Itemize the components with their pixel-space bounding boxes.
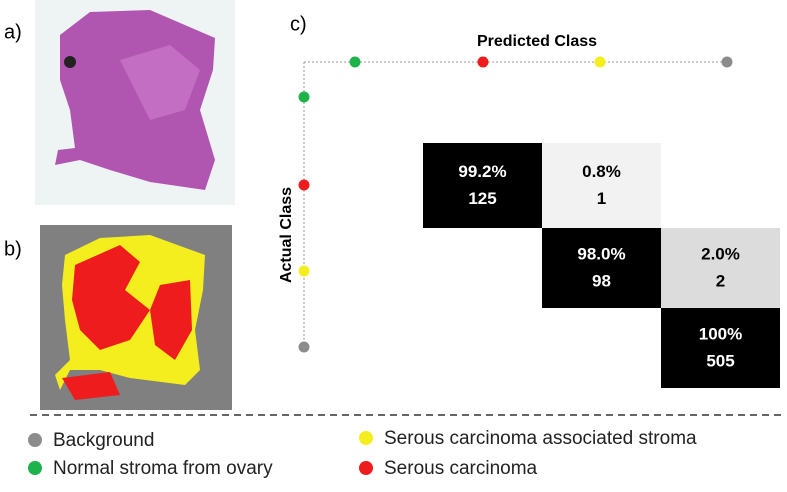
- legend-label: Serous carcinoma associated stroma: [384, 428, 697, 449]
- panel-label: b): [4, 238, 22, 260]
- cell-percent: 2.0%: [701, 244, 740, 263]
- matrix-cell: [661, 228, 780, 308]
- legend-label: Serous carcinoma: [384, 458, 538, 479]
- x-axis-title: Predicted Class: [477, 33, 597, 50]
- legend-label: Background: [53, 430, 154, 451]
- panel-label: a): [4, 21, 22, 43]
- y-axis-title: Actual Class: [278, 187, 295, 283]
- class-dot: [298, 265, 310, 277]
- matrix-cell: [661, 308, 780, 388]
- class-dot: [477, 56, 489, 68]
- legend-swatch: [359, 431, 373, 445]
- legend-swatch: [28, 433, 42, 447]
- cell-percent: 100%: [699, 324, 742, 343]
- class-dot: [298, 179, 310, 191]
- cell-count: 505: [706, 351, 734, 370]
- legend-label: Normal stroma from ovary: [53, 458, 273, 479]
- class-dot: [721, 56, 733, 68]
- cell-count: 98: [592, 271, 611, 290]
- class-dot: [298, 91, 310, 103]
- cell-count: 2: [716, 271, 725, 290]
- histology-image: [35, 0, 235, 205]
- matrix-cell: [542, 228, 661, 308]
- class-dot: [298, 341, 310, 353]
- panel-label: c): [290, 13, 307, 35]
- legend-swatch: [359, 461, 373, 475]
- segmentation-map: [40, 225, 232, 410]
- matrix-cell: [542, 143, 661, 228]
- cell-count: 1: [597, 189, 606, 208]
- class-dot: [594, 56, 606, 68]
- class-dot: [349, 56, 361, 68]
- matrix-cell: [423, 143, 542, 228]
- cell-percent: 98.0%: [577, 244, 625, 263]
- cell-percent: 0.8%: [582, 162, 621, 181]
- legend-swatch: [28, 461, 42, 475]
- cell-percent: 99.2%: [458, 162, 506, 181]
- cell-count: 125: [468, 189, 496, 208]
